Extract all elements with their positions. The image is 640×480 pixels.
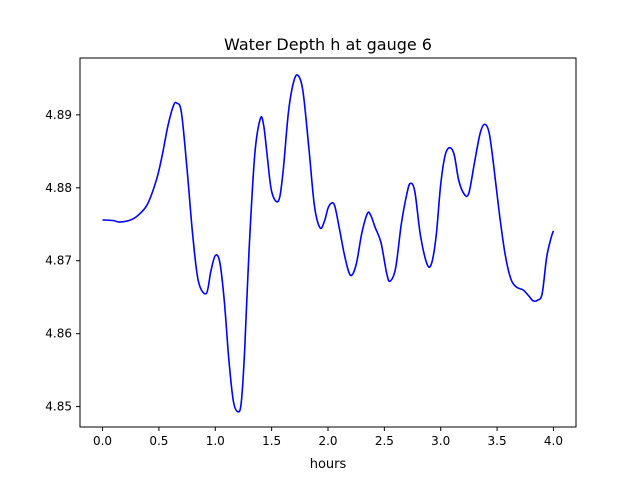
x-tick-label: 1.5 — [262, 434, 281, 448]
y-tick-label: 4.86 — [45, 327, 72, 341]
x-axis-label: hours — [310, 457, 347, 472]
x-tick-label: 3.5 — [488, 434, 507, 448]
x-axis: 0.0 0.5 1.0 1.5 2.0 2.5 3.0 3.5 4.0 — [93, 427, 563, 448]
y-tick-label: 4.85 — [45, 400, 72, 414]
y-tick-label: 4.88 — [45, 181, 72, 195]
x-tick-label: 0.0 — [93, 434, 112, 448]
x-tick-label: 2.5 — [375, 434, 394, 448]
x-tick-label: 2.0 — [318, 434, 337, 448]
y-tick-label: 4.89 — [45, 108, 72, 122]
series-line-0 — [102, 74, 555, 413]
plot-area — [102, 74, 555, 413]
plot-frame — [79, 57, 577, 428]
chart-title: Water Depth h at gauge 6 — [224, 35, 432, 54]
y-axis: 4.85 4.86 4.87 4.88 4.89 — [45, 108, 80, 414]
x-tick-label: 0.5 — [149, 434, 168, 448]
x-tick-label: 3.0 — [431, 434, 450, 448]
y-tick-label: 4.87 — [45, 254, 72, 268]
x-tick-label: 1.0 — [206, 434, 225, 448]
x-tick-label: 4.0 — [544, 434, 563, 448]
